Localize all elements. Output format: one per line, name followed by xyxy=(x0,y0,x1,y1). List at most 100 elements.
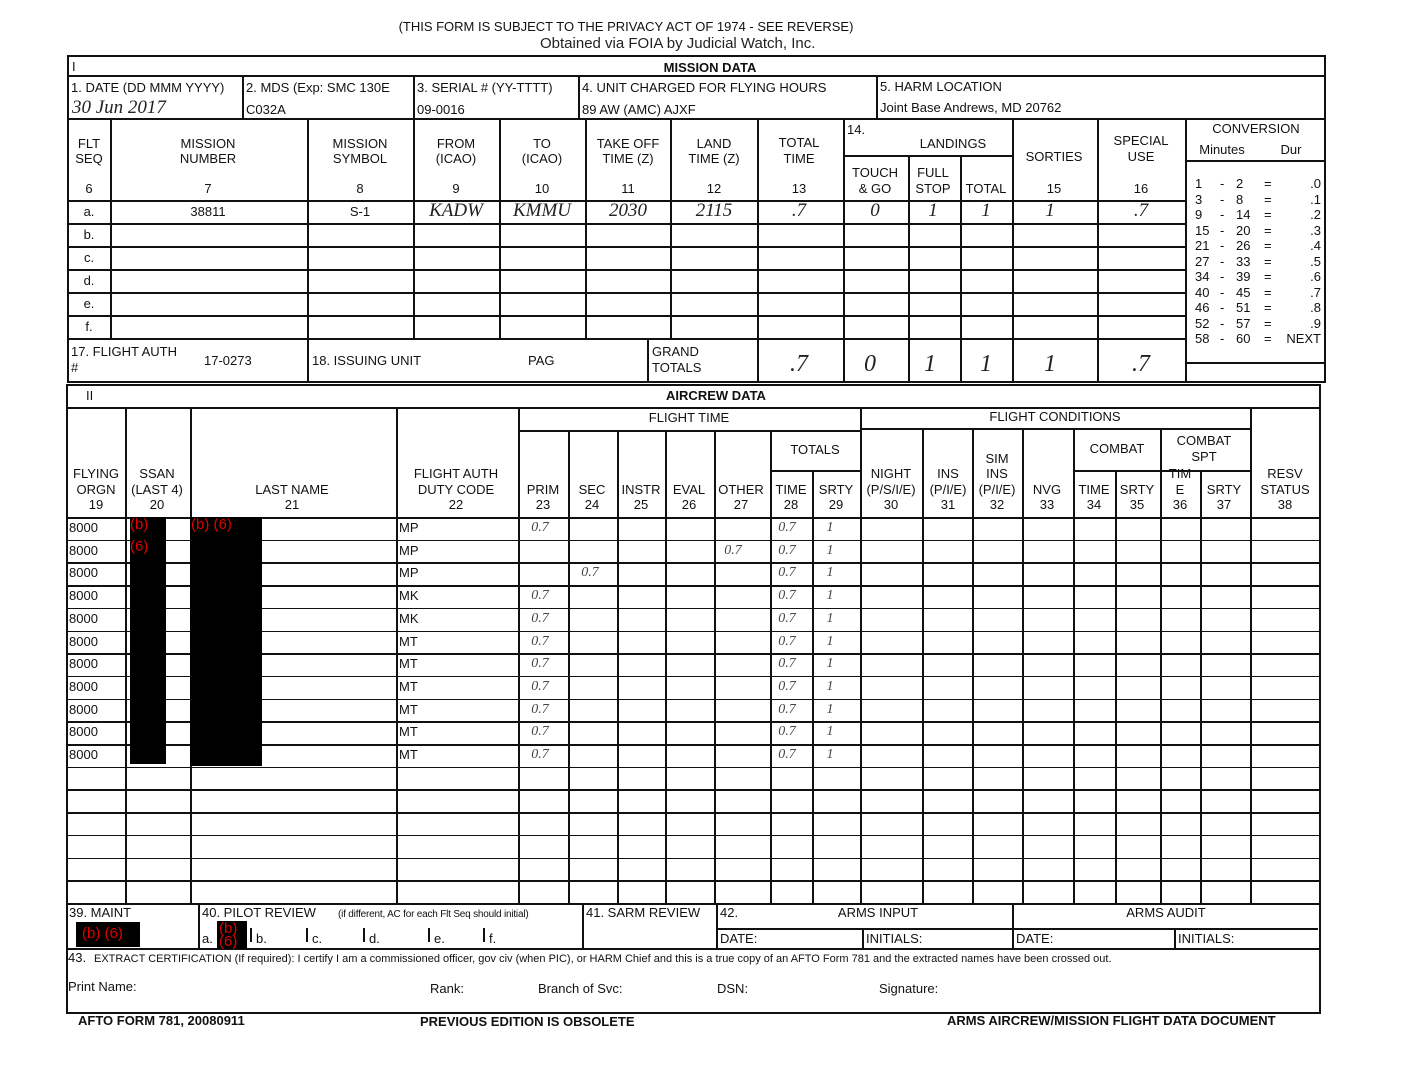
conversion-dash: - xyxy=(1220,222,1225,238)
conversion-dur: .0 xyxy=(1310,176,1321,191)
aircrew-header-27: 27 xyxy=(733,497,749,512)
duty-code-cell: MK xyxy=(399,610,419,626)
mission-header-number: 9 xyxy=(452,181,460,196)
aircrew-header-36: E xyxy=(1175,481,1185,497)
section-roman-numeral: I xyxy=(72,59,76,74)
conversion-min-to: 60 xyxy=(1236,331,1251,346)
aircrew-header-26: EVAL xyxy=(672,481,706,497)
conversion-min-from: 40 xyxy=(1195,284,1210,300)
conversion-dur-label: Dur xyxy=(1280,142,1302,157)
conversion-min-from: 21 xyxy=(1195,238,1210,253)
dsn-field: DSN: xyxy=(717,981,749,996)
aircrew-header-34: 34 xyxy=(1086,497,1102,512)
section-aircrew-data xyxy=(66,384,1321,1014)
aircrew-header-21: 21 xyxy=(284,497,300,512)
rank-field: Rank: xyxy=(430,981,464,996)
issuing-unit-label: 18. ISSUING UNIT xyxy=(312,353,422,368)
rule-line xyxy=(665,430,667,903)
mission-header-10: TO xyxy=(533,136,551,151)
conversion-dur: .2 xyxy=(1310,207,1321,222)
pilot-review-slot-d: d. xyxy=(369,931,380,946)
flying-orgn-cell: 8000 xyxy=(69,678,98,694)
mission-cell-total: 1 xyxy=(981,200,991,221)
flt-seq-label: a. xyxy=(83,204,95,219)
flight-auth-hash: # xyxy=(71,360,79,375)
print-name-field: Print Name: xyxy=(68,979,137,994)
mission-header-13: TIME xyxy=(783,151,815,166)
conversion-dash: - xyxy=(1220,269,1225,284)
aircrew-header-22: DUTY CODE xyxy=(417,481,495,497)
flying-orgn-cell: 8000 xyxy=(69,520,98,535)
duty-code-cell: MP xyxy=(399,520,419,535)
conversion-minutes-label: Minutes xyxy=(1199,142,1245,157)
conversion-equals: = xyxy=(1264,315,1272,331)
rule-line xyxy=(68,903,1320,905)
grand-total-value: 1 xyxy=(980,351,992,377)
arms-audit-date-field: DATE: xyxy=(1016,931,1054,946)
combat-spt-header: SPT xyxy=(1191,449,1217,464)
rule-line xyxy=(647,338,649,382)
mission-cell-mission-number: 38811 xyxy=(190,204,226,219)
rule-line xyxy=(585,118,587,338)
flt-seq-label: d. xyxy=(83,273,95,288)
rule-line xyxy=(716,903,718,948)
rule-line xyxy=(908,155,910,382)
duty-code-cell: MT xyxy=(399,701,418,717)
mission-header-7: MISSION xyxy=(180,136,236,151)
rule-line xyxy=(68,75,1325,77)
rule-line xyxy=(68,744,1320,746)
conversion-equals: = xyxy=(1264,207,1272,222)
total-time-cell: 0.7 xyxy=(778,542,796,558)
mission-cell-from: KADW xyxy=(429,200,483,221)
aircrew-header-36: TIM xyxy=(1168,466,1192,481)
harm-location-value: Joint Base Andrews, MD 20762 xyxy=(880,100,1062,115)
mission-header-12: TIME (Z) xyxy=(688,151,740,166)
conversion-dash: - xyxy=(1220,238,1225,253)
conversion-min-to: 39 xyxy=(1236,269,1251,284)
rule-line xyxy=(770,470,860,472)
rule-line xyxy=(68,269,1185,271)
rule-line xyxy=(843,118,845,382)
prim-time-cell: 0.7 xyxy=(531,678,549,694)
totals-header: TOTALS xyxy=(790,442,840,457)
flight-auth-value: 17-0273 xyxy=(204,353,252,368)
certification-text: EXTRACT CERTIFICATION (If required): I c… xyxy=(94,953,1112,965)
redaction-maint xyxy=(76,922,140,947)
rule-line xyxy=(578,76,580,118)
obsolete-notice: PREVIOUS EDITION IS OBSOLETE xyxy=(420,1014,635,1029)
rule-line xyxy=(862,928,864,948)
rule-line xyxy=(68,315,1185,317)
total-time-cell: 0.7 xyxy=(778,565,796,581)
mission-header-12: LAND xyxy=(696,136,732,151)
total-sorties-cell: 1 xyxy=(826,678,834,694)
landings-header: LANDINGS xyxy=(919,136,987,151)
flying-orgn-cell: 8000 xyxy=(69,610,98,626)
rule-line xyxy=(68,200,1185,202)
total-time-cell: 0.7 xyxy=(778,610,796,626)
flight-auth-label: 17. FLIGHT AUTH xyxy=(71,344,177,359)
flight-time-header: FLIGHT TIME xyxy=(648,410,730,425)
full-stop-header: FULL xyxy=(917,165,949,180)
serial-value: 09-0016 xyxy=(417,102,465,117)
total-sorties-cell: 1 xyxy=(826,701,834,717)
rule-line xyxy=(860,407,862,903)
pilot-review-note: (if different, AC for each Flt Seq shoul… xyxy=(338,909,529,920)
rule-line xyxy=(714,430,716,903)
flying-orgn-cell: 8000 xyxy=(69,747,98,762)
redaction-label: (b) xyxy=(219,920,238,937)
mission-header-number: 7 xyxy=(204,181,212,196)
rule-line xyxy=(518,430,860,432)
conversion-dash: - xyxy=(1220,253,1225,269)
initial-slot-divider xyxy=(306,928,308,942)
signature-field: Signature: xyxy=(879,981,939,996)
aircrew-header-36: 36 xyxy=(1172,497,1188,512)
rule-line xyxy=(922,428,924,903)
redaction-label: (6) xyxy=(219,933,238,950)
flt-seq-label: b. xyxy=(83,227,95,242)
mission-cell-symbol: S-1 xyxy=(349,204,371,219)
redaction-label: (b) (6) xyxy=(191,516,232,533)
conversion-equals: = xyxy=(1264,222,1272,238)
rule-line xyxy=(1115,470,1117,903)
aircrew-header-32: 32 xyxy=(989,497,1005,512)
